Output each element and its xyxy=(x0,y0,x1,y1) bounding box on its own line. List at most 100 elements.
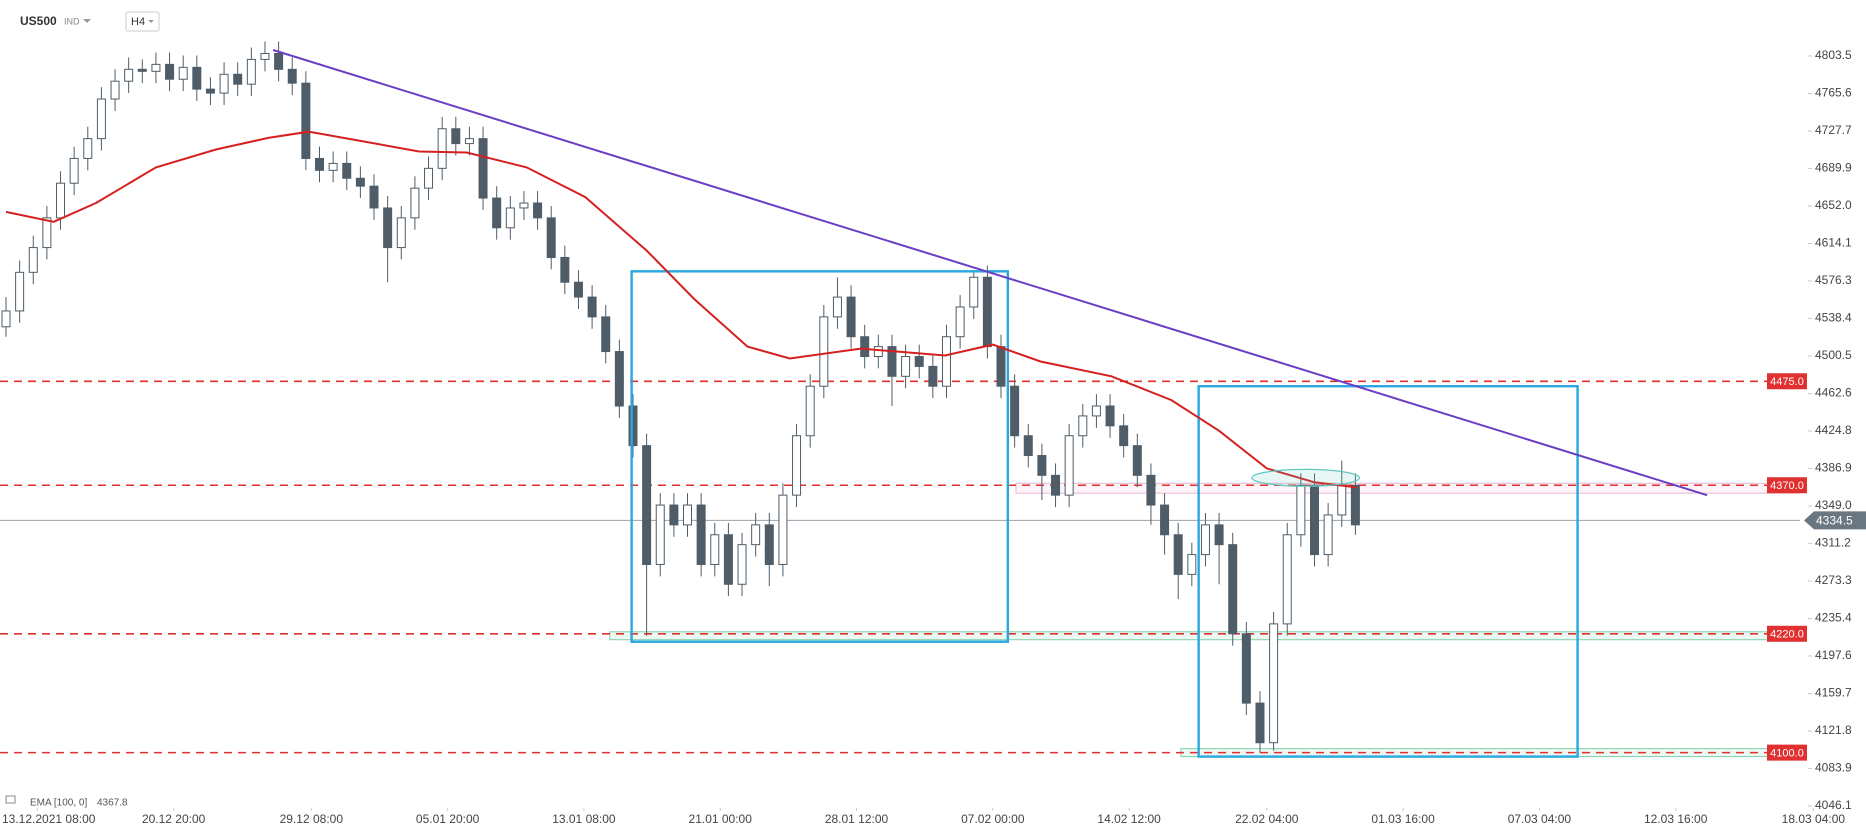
candle-body xyxy=(710,534,720,565)
candle-body xyxy=(1132,445,1142,476)
timeframe[interactable]: H4 xyxy=(131,16,145,28)
candle-body xyxy=(246,58,256,85)
x-tick-label: 14.02 12:00 xyxy=(1097,812,1161,826)
candle-body xyxy=(1160,504,1170,536)
candle-body xyxy=(205,88,215,94)
candle-body xyxy=(901,356,911,377)
candle-body xyxy=(982,276,992,348)
level-label-box xyxy=(1767,744,1807,761)
ema-legend-value: 4367.8 xyxy=(97,798,128,809)
legend-icon xyxy=(5,795,16,804)
x-tick-label: 21.01 00:00 xyxy=(689,812,753,826)
candle-body xyxy=(342,162,352,179)
candle-body xyxy=(955,306,965,338)
y-tick-label: 4311.2 xyxy=(1815,536,1851,550)
x-tick-label: 05.01 20:00 xyxy=(416,812,480,826)
candle-body xyxy=(396,217,406,249)
candle-body xyxy=(696,504,706,565)
candle-body xyxy=(546,217,556,258)
candle-body xyxy=(219,73,229,94)
candle-body xyxy=(941,336,951,387)
ellipse-marker xyxy=(1251,468,1361,487)
candle-body xyxy=(601,316,611,353)
candle-body xyxy=(1296,484,1306,536)
y-tick-label: 4538.4 xyxy=(1815,311,1852,325)
candle-body xyxy=(914,356,924,367)
candle-body xyxy=(178,66,188,80)
candle-body xyxy=(1051,474,1061,496)
x-tick-label: 12.03 16:00 xyxy=(1644,812,1708,826)
y-tick-label: 4386.9 xyxy=(1815,461,1852,475)
y-tick-label: 4273.3 xyxy=(1815,573,1852,587)
level-label: 4220.0 xyxy=(1770,629,1804,641)
candle-body xyxy=(355,177,365,187)
candle-body xyxy=(314,157,324,171)
candle-body xyxy=(328,162,338,171)
candle-body xyxy=(737,544,747,585)
candle-body xyxy=(301,82,311,159)
candle-body xyxy=(669,504,679,526)
x-tick-label: 13.12.2021 08:00 xyxy=(2,812,96,826)
candle-body xyxy=(424,167,434,189)
ema-line xyxy=(5,130,1357,489)
y-tick-label: 4500.5 xyxy=(1815,348,1852,362)
candle-body xyxy=(96,98,106,140)
symbol[interactable]: US500 xyxy=(20,14,57,28)
dropdown-arrow[interactable] xyxy=(83,19,91,23)
candle-body xyxy=(928,365,938,387)
candle-body xyxy=(846,296,856,338)
candle-body xyxy=(683,504,693,526)
candle-body xyxy=(1091,405,1101,417)
y-tick-label: 4803.5 xyxy=(1815,48,1852,62)
level-label-box xyxy=(1767,625,1807,642)
candle-body xyxy=(287,68,297,84)
candle-body xyxy=(1146,474,1156,506)
candle-body xyxy=(887,346,897,377)
candle-body xyxy=(369,185,379,209)
candle-body xyxy=(1255,702,1265,744)
y-tick-label: 4462.6 xyxy=(1815,386,1852,400)
candle-body xyxy=(560,256,570,283)
candle-body xyxy=(1214,524,1224,546)
x-tick-label: 01.03 16:00 xyxy=(1371,812,1435,826)
candle-body xyxy=(192,66,202,90)
candle-body xyxy=(1010,385,1020,437)
candle-body xyxy=(873,346,883,358)
candle-body xyxy=(1228,544,1238,635)
x-tick-label: 29.12 08:00 xyxy=(280,812,344,826)
candle-body xyxy=(519,202,529,209)
candle-body xyxy=(1187,554,1197,575)
timeframe-button[interactable] xyxy=(125,11,160,32)
market: IND xyxy=(64,16,80,26)
candle-body xyxy=(151,63,161,72)
candle-body xyxy=(1323,514,1333,556)
candle-body xyxy=(492,197,502,229)
candle-body xyxy=(83,138,93,159)
candle-body xyxy=(69,157,79,184)
y-tick-label: 4652.0 xyxy=(1815,198,1852,212)
candle-body xyxy=(1310,484,1320,556)
candle-body xyxy=(792,435,802,496)
x-tick-label: 13.01 08:00 xyxy=(552,812,616,826)
level-label: 4370.0 xyxy=(1770,480,1804,492)
candle-body xyxy=(1023,435,1033,457)
candle-body xyxy=(642,445,652,565)
y-tick-label: 4614.1 xyxy=(1815,236,1852,250)
candle-body xyxy=(996,346,1006,387)
candle-body xyxy=(1337,484,1347,516)
y-tick-label: 4689.9 xyxy=(1815,161,1852,175)
candle-body xyxy=(28,247,38,273)
candle-body xyxy=(56,182,66,219)
candle-body xyxy=(478,138,488,199)
candle-body xyxy=(805,385,815,437)
level-label-box xyxy=(1767,373,1807,390)
candle-body xyxy=(751,524,761,546)
last-price-box xyxy=(1804,511,1866,530)
plot-area xyxy=(0,41,1800,758)
candle-body xyxy=(383,207,393,249)
candle-body xyxy=(573,281,583,298)
candle-body xyxy=(860,336,870,358)
candle-body xyxy=(274,52,284,70)
candle-body xyxy=(614,351,624,407)
